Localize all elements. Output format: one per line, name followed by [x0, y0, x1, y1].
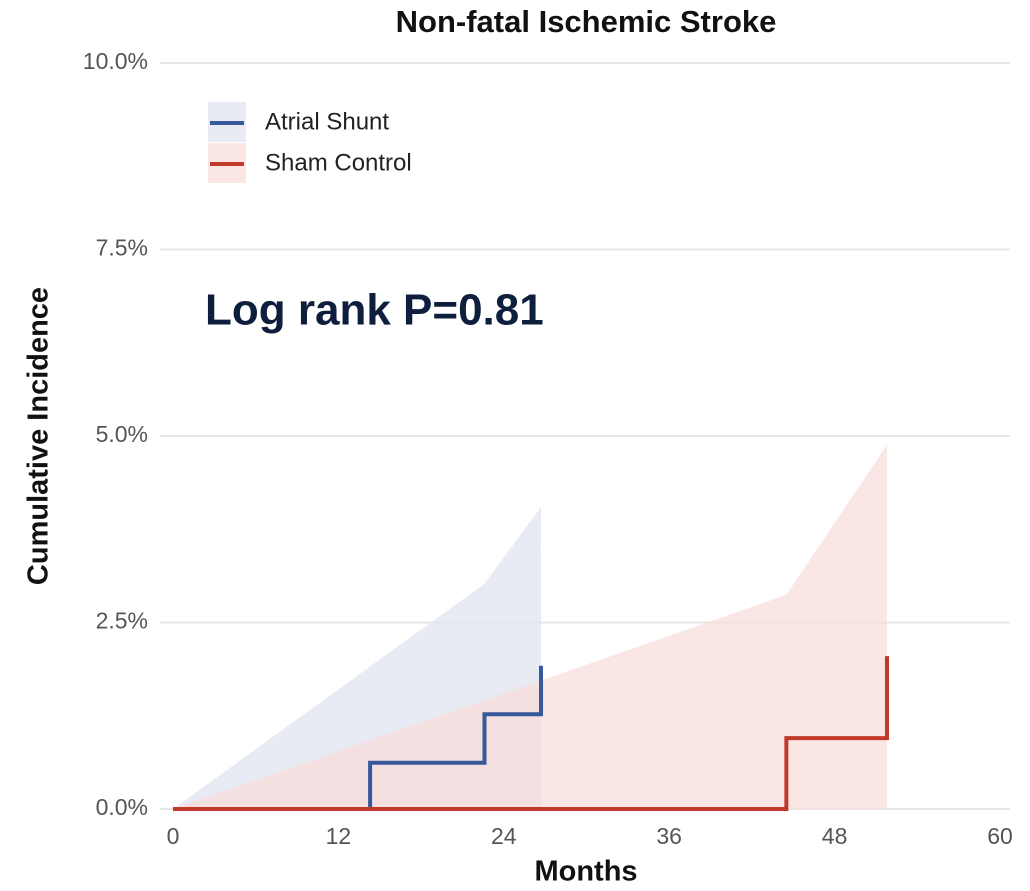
chart-title: Non-fatal Ischemic Stroke — [396, 4, 777, 39]
confidence-band — [173, 444, 887, 809]
x-tick-label: 0 — [167, 823, 180, 849]
x-tick-label: 12 — [326, 823, 352, 849]
y-tick-label: 10.0% — [83, 48, 148, 74]
legend-label: Atrial Shunt — [265, 108, 389, 135]
plot-area — [173, 444, 889, 811]
y-tick-label: 5.0% — [96, 421, 148, 447]
y-tick-label: 2.5% — [96, 608, 148, 634]
x-tick-label: 48 — [822, 823, 848, 849]
grid: 0.0% 2.5% 5.0% 7.5% 10.0% 0 12 24 36 48 60 — [83, 48, 1013, 849]
x-tick-label: 24 — [491, 823, 517, 849]
y-tick-label: 0.0% — [96, 794, 148, 820]
x-axis-label: Months — [534, 856, 637, 888]
annotation: Log rank P=0.81 — [205, 286, 544, 335]
y-axis-label: Cumulative Incidence — [23, 287, 55, 585]
step-line — [173, 656, 889, 811]
y-tick-label: 7.5% — [96, 235, 148, 261]
legend-label: Sham Control — [265, 149, 412, 176]
x-tick-label: 36 — [656, 823, 682, 849]
x-tick-label: 60 — [987, 823, 1013, 849]
legend: Atrial Shunt Sham Control — [208, 102, 412, 183]
